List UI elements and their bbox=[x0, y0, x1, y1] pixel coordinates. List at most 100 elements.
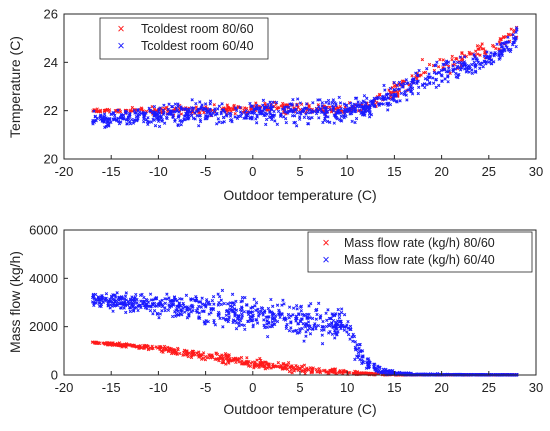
scatter-point bbox=[181, 306, 185, 310]
scatter-point bbox=[326, 115, 330, 119]
scatter-point bbox=[262, 323, 266, 327]
scatter-point bbox=[202, 320, 206, 324]
scatter-point bbox=[356, 355, 360, 360]
scatter-point bbox=[293, 108, 297, 112]
scatter-point bbox=[155, 312, 160, 316]
scatter-point bbox=[444, 59, 449, 63]
scatter-point bbox=[309, 301, 313, 306]
scatter-point bbox=[195, 113, 199, 118]
scatter-point bbox=[376, 364, 380, 368]
scatter-point bbox=[240, 359, 244, 363]
scatter-point bbox=[367, 365, 371, 370]
scatter-point bbox=[221, 325, 225, 329]
scatter-point bbox=[372, 104, 376, 108]
scatter-point bbox=[419, 73, 423, 77]
scatter-point bbox=[482, 54, 487, 58]
scatter-point bbox=[92, 109, 96, 113]
scatter-point bbox=[186, 114, 190, 118]
legend-label-80-60: Mass flow rate (kg/h) 80/60 bbox=[344, 236, 495, 250]
scatter-point bbox=[284, 120, 288, 125]
scatter-point bbox=[345, 103, 349, 108]
scatter-point bbox=[383, 88, 387, 92]
scatter-point bbox=[384, 93, 389, 97]
scatter-point bbox=[434, 77, 438, 82]
scatter-point bbox=[259, 363, 263, 367]
scatter-point bbox=[128, 111, 132, 116]
scatter-point bbox=[351, 109, 356, 113]
scatter-point bbox=[304, 334, 308, 338]
scatter-point bbox=[389, 93, 394, 97]
scatter-point bbox=[158, 114, 162, 118]
scatter-point bbox=[163, 308, 167, 313]
scatter-point bbox=[351, 106, 355, 111]
scatter-point bbox=[199, 357, 204, 361]
scatter-point bbox=[394, 93, 398, 97]
scatter-point bbox=[150, 347, 154, 351]
scatter-point bbox=[133, 111, 137, 115]
scatter-point bbox=[473, 63, 478, 68]
scatter-point bbox=[156, 117, 160, 121]
scatter-point bbox=[118, 306, 123, 310]
scatter-point bbox=[326, 98, 331, 103]
scatter-point bbox=[239, 112, 244, 116]
scatter-point bbox=[321, 325, 326, 329]
scatter-point bbox=[335, 319, 340, 323]
scatter-point bbox=[339, 118, 343, 123]
scatter-point bbox=[472, 53, 476, 57]
scatter-point bbox=[136, 109, 140, 113]
scatter-point bbox=[212, 302, 216, 306]
scatter-point bbox=[130, 304, 135, 308]
scatter-point bbox=[310, 110, 315, 114]
scatter-point bbox=[180, 313, 184, 317]
scatter-point bbox=[250, 117, 254, 121]
scatter-point bbox=[327, 316, 332, 321]
scatter-point bbox=[450, 57, 454, 62]
scatter-point bbox=[342, 324, 346, 329]
scatter-point bbox=[143, 306, 148, 310]
scatter-point bbox=[92, 295, 96, 299]
scatter-point bbox=[441, 58, 445, 62]
scatter-point bbox=[123, 294, 128, 298]
scatter-point bbox=[128, 309, 133, 314]
scatter-point bbox=[338, 104, 343, 109]
scatter-point bbox=[190, 303, 194, 307]
scatter-point bbox=[202, 110, 206, 115]
scatter-point bbox=[113, 113, 117, 118]
scatter-point bbox=[281, 298, 285, 302]
scatter-point bbox=[379, 370, 383, 375]
scatter-point bbox=[144, 111, 148, 115]
scatter-point bbox=[310, 316, 315, 321]
scatter-point bbox=[352, 334, 357, 339]
scatter-point bbox=[330, 322, 334, 326]
scatter-point bbox=[227, 315, 231, 319]
scatter-point bbox=[286, 361, 291, 365]
scatter-point bbox=[119, 120, 123, 124]
scatter-point bbox=[300, 326, 304, 331]
scatter-point bbox=[203, 322, 207, 326]
scatter-point bbox=[439, 73, 443, 77]
scatter-point bbox=[246, 364, 251, 368]
legend-label-60-40: Mass flow rate (kg/h) 60/40 bbox=[344, 253, 495, 267]
scatter-point bbox=[480, 47, 484, 51]
scatter-point bbox=[337, 95, 341, 100]
scatter-point bbox=[339, 114, 343, 118]
scatter-point bbox=[122, 297, 127, 301]
scatter-point bbox=[416, 74, 420, 78]
scatter-point bbox=[465, 69, 469, 73]
scatter-point bbox=[127, 305, 132, 310]
scatter-point bbox=[492, 60, 496, 64]
scatter-point bbox=[370, 371, 374, 375]
scatter-point bbox=[284, 364, 288, 368]
scatter-point bbox=[333, 324, 338, 328]
scatter-point bbox=[399, 82, 403, 87]
scatter-point bbox=[142, 343, 146, 348]
scatter-point bbox=[165, 112, 170, 116]
scatter-point bbox=[146, 344, 150, 349]
series-2-points bbox=[90, 26, 519, 129]
scatter-point bbox=[388, 86, 393, 91]
scatter-point bbox=[240, 316, 244, 320]
legend-label-60-40: Tcoldest room 60/40 bbox=[141, 39, 254, 53]
scatter-point bbox=[221, 316, 225, 320]
scatter-point bbox=[226, 105, 230, 109]
scatter-point bbox=[410, 74, 414, 78]
